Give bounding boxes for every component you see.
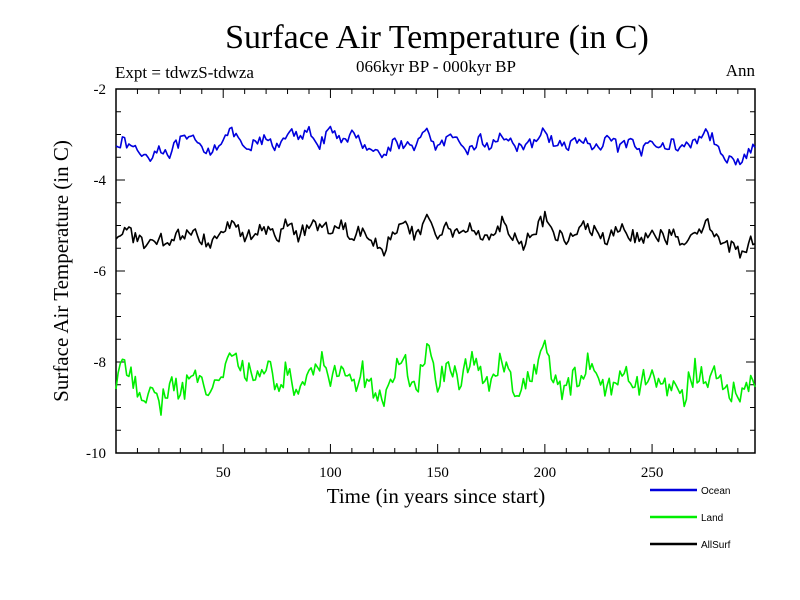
x-tick-label: 50 <box>216 465 231 481</box>
x-axis-title: Time (in years since start) <box>327 484 546 508</box>
legend-label-allsurf: AllSurf <box>701 540 731 551</box>
legend-label-ocean: Ocean <box>701 486 730 497</box>
expt-label: Expt = tdwzS-tdwza <box>115 63 254 82</box>
y-tick-label: -4 <box>94 173 107 189</box>
x-axis-ticks: 50 100 150 200 250 <box>136 89 739 481</box>
series-line-allsurf <box>115 210 756 259</box>
series-line-ocean <box>115 125 756 166</box>
y-tick-label: -2 <box>94 82 107 98</box>
y-tick-label: -6 <box>94 264 107 280</box>
x-tick-label: 100 <box>319 465 342 481</box>
y-axis-title: Surface Air Temperature (in C) <box>49 140 73 402</box>
y-tick-label: -10 <box>86 446 106 462</box>
plot-frame <box>115 88 756 454</box>
x-tick-label: 250 <box>641 465 664 481</box>
legend-label-land: Land <box>701 513 723 524</box>
x-tick-label: 150 <box>426 465 449 481</box>
series-lines <box>115 125 756 416</box>
y-axis-ticks: -2 -4 -6 -8 -10 <box>86 82 755 462</box>
series-line-land <box>115 339 756 416</box>
chart-title: Surface Air Temperature (in C) <box>225 19 649 56</box>
y-tick-label: -8 <box>94 355 107 371</box>
chart-subtitle: 066kyr BP - 000kyr BP <box>356 57 516 76</box>
x-tick-label: 200 <box>534 465 557 481</box>
legend: Ocean Land AllSurf <box>650 486 731 551</box>
season-label: Ann <box>726 61 756 80</box>
